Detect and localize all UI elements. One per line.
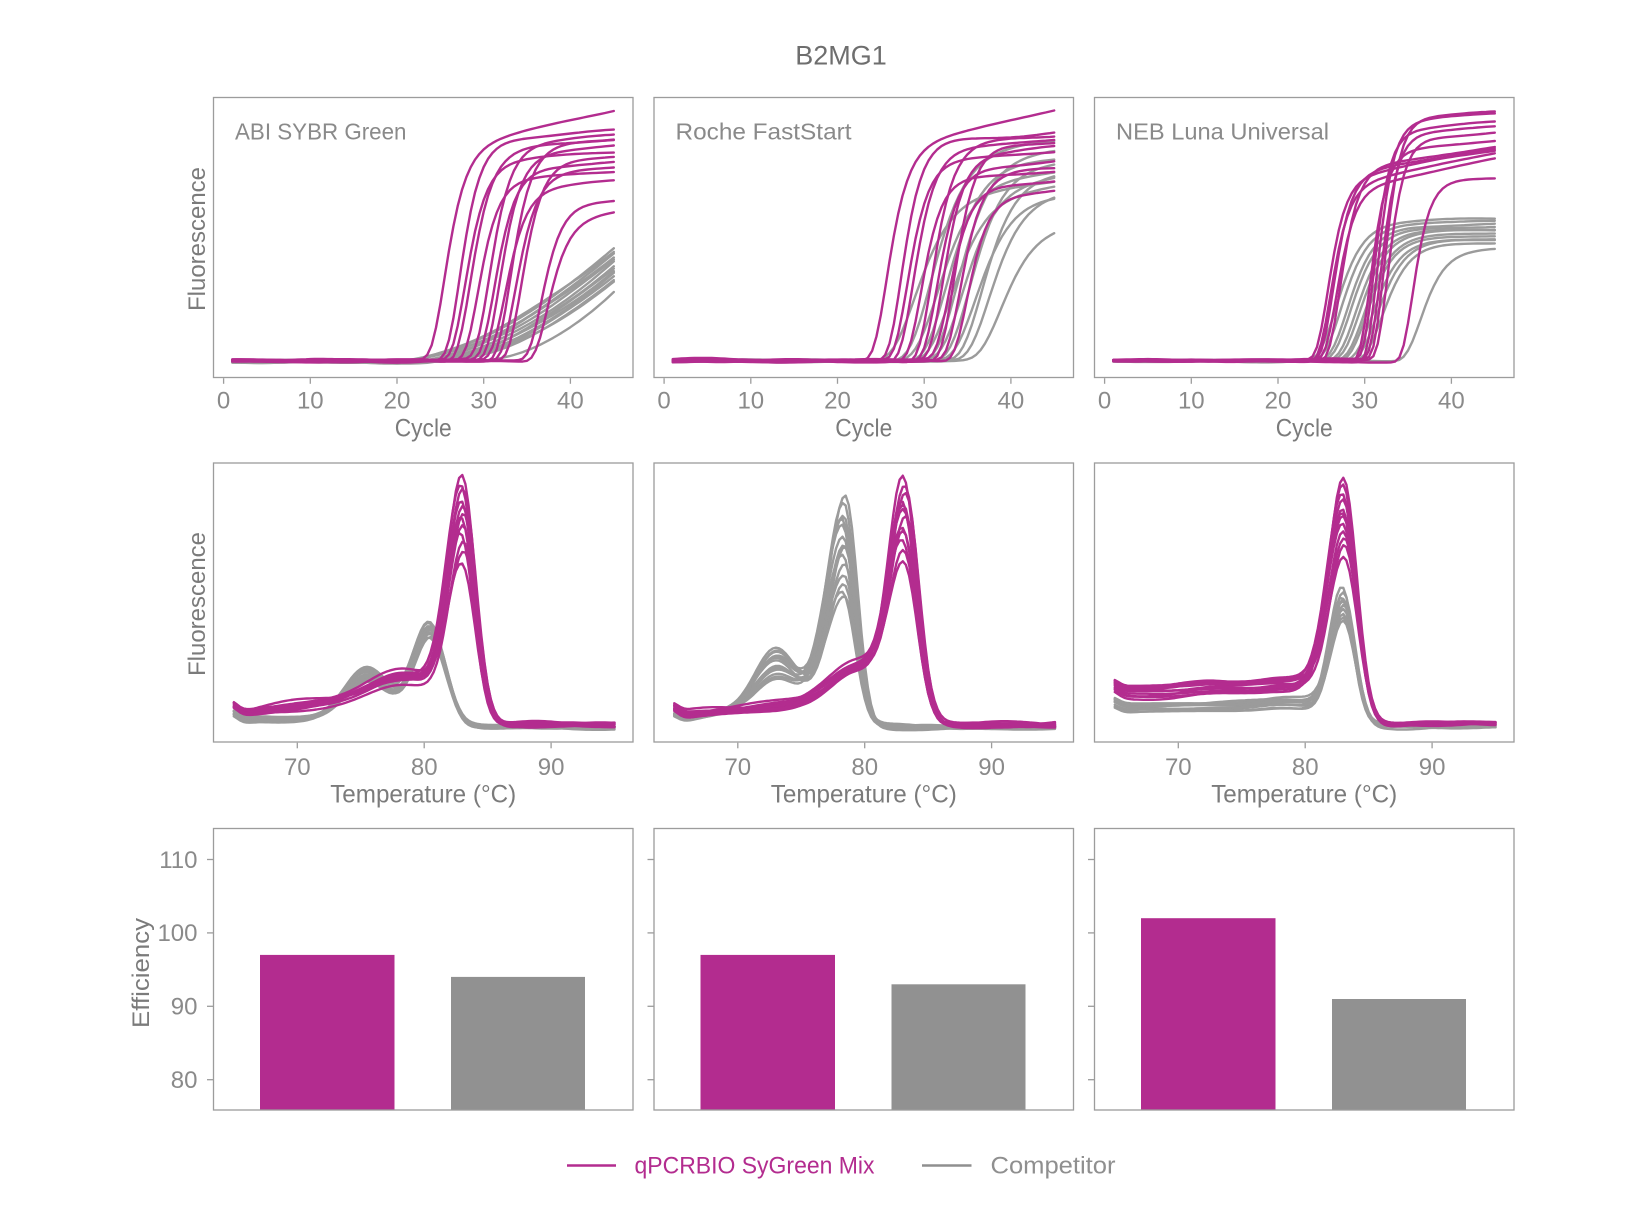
svg-text:Temperature (°C): Temperature (°C): [1211, 781, 1397, 809]
svg-text:20: 20: [384, 388, 411, 415]
svg-text:100: 100: [157, 920, 197, 947]
svg-text:Cycle: Cycle: [835, 415, 892, 443]
svg-text:0: 0: [217, 388, 230, 415]
svg-text:Roche FastStart: Roche FastStart: [676, 119, 853, 145]
svg-text:qPCRBIO SyGreen Mix: qPCRBIO SyGreen Mix: [635, 1153, 875, 1180]
svg-text:Competitor: Competitor: [991, 1153, 1116, 1180]
svg-text:20: 20: [824, 388, 851, 415]
svg-text:70: 70: [1165, 754, 1192, 781]
svg-text:Efficiency: Efficiency: [128, 917, 155, 1028]
svg-text:10: 10: [1178, 388, 1205, 415]
svg-text:70: 70: [284, 754, 311, 781]
svg-text:0: 0: [657, 388, 670, 415]
svg-text:80: 80: [411, 754, 438, 781]
svg-text:90: 90: [171, 994, 198, 1021]
svg-text:Cycle: Cycle: [1276, 415, 1333, 443]
svg-text:Cycle: Cycle: [395, 415, 452, 443]
svg-text:20: 20: [1265, 388, 1292, 415]
svg-text:10: 10: [297, 388, 324, 415]
svg-text:80: 80: [1292, 754, 1319, 781]
svg-text:ABI SYBR Green: ABI SYBR Green: [235, 119, 407, 145]
svg-text:90: 90: [538, 754, 565, 781]
svg-text:40: 40: [998, 388, 1025, 415]
svg-text:Fluorescence: Fluorescence: [184, 532, 211, 676]
svg-text:80: 80: [851, 754, 878, 781]
svg-text:B2MG1: B2MG1: [795, 41, 887, 71]
svg-text:30: 30: [470, 388, 497, 415]
svg-text:NEB Luna Universal: NEB Luna Universal: [1116, 119, 1329, 145]
svg-text:Fluorescence: Fluorescence: [184, 167, 211, 311]
svg-text:0: 0: [1098, 388, 1111, 415]
svg-text:30: 30: [1351, 388, 1378, 415]
svg-text:70: 70: [724, 754, 751, 781]
svg-text:110: 110: [159, 847, 197, 874]
svg-text:90: 90: [978, 754, 1005, 781]
svg-text:40: 40: [1438, 388, 1465, 415]
svg-text:90: 90: [1419, 754, 1446, 781]
svg-text:Temperature (°C): Temperature (°C): [771, 781, 957, 809]
svg-text:Temperature (°C): Temperature (°C): [330, 781, 516, 809]
svg-text:80: 80: [171, 1067, 198, 1094]
svg-text:30: 30: [911, 388, 938, 415]
svg-text:40: 40: [557, 388, 584, 415]
svg-text:10: 10: [737, 388, 764, 415]
